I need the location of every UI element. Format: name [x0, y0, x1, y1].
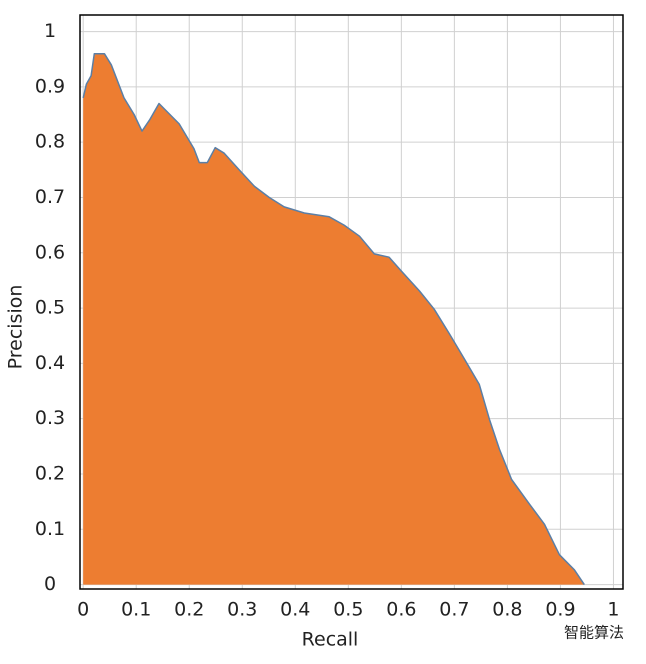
area-line [82, 52, 585, 586]
y-tick-label: 0.1 [35, 518, 65, 540]
area-fill [83, 53, 585, 585]
x-tick-label: 0.2 [174, 599, 204, 621]
x-tick-label: 0.9 [545, 599, 575, 621]
watermark: 智能算法 [564, 624, 624, 642]
y-tick-label: 0.8 [35, 131, 65, 153]
x-tick-label: 0 [77, 599, 89, 621]
x-tick-label: 0.6 [386, 599, 416, 621]
y-axis-label: Precision [5, 285, 27, 370]
y-tick-label: 0.2 [35, 462, 65, 484]
y-tick-label: 0.3 [35, 407, 65, 429]
y-tick-label: 0.9 [35, 75, 65, 97]
y-tick-label: 0.5 [35, 297, 65, 319]
x-tick-label: 0.4 [280, 599, 310, 621]
x-tick-label: 0.5 [333, 599, 363, 621]
y-tick-label: 0 [44, 573, 56, 595]
x-tick-label: 0.1 [121, 599, 151, 621]
y-tick-label: 0.7 [35, 186, 65, 208]
y-tick-label: 0.4 [35, 352, 65, 374]
x-tick-label: 1 [607, 599, 619, 621]
x-tick-label: 0.8 [492, 599, 522, 621]
x-axis-label: Recall [302, 629, 359, 651]
x-tick-label: 0.7 [439, 599, 469, 621]
y-tick-label: 0.6 [35, 241, 65, 263]
plot-border [79, 14, 624, 590]
y-tick-label: 1 [44, 20, 56, 42]
x-tick-label: 0.3 [227, 599, 257, 621]
